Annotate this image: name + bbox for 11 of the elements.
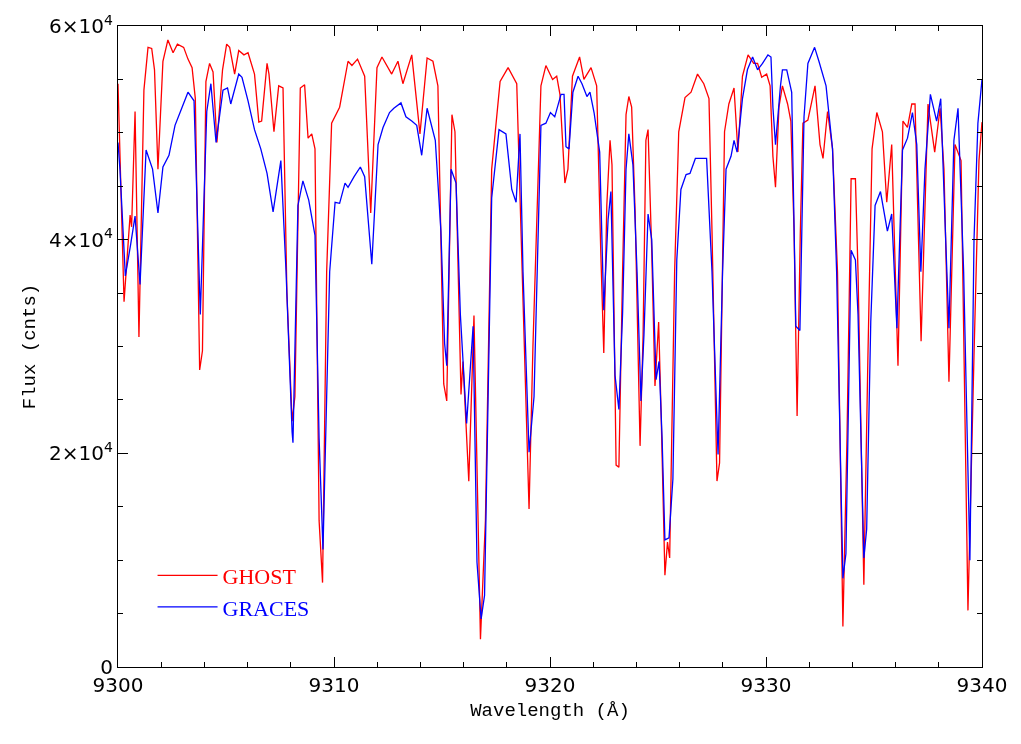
legend-label: GRACES [222,595,310,621]
x-tick-label: 9320 [524,673,576,698]
x-tick-label: 9340 [956,673,1008,698]
x-axis-title: Wavelength (Å) [470,699,630,722]
y-tick-label: 6×10$^{4}$ [49,11,113,38]
y-tick-label: 4×10$^{4}$ [49,225,113,252]
y-axis-title: Flux (cnts) [18,283,41,410]
x-tick-label: 9330 [740,673,792,698]
y-tick-label: 2×10$^{4}$ [49,438,113,466]
legend-label: GHOST [222,563,297,589]
x-tick-label: 9310 [308,673,360,698]
